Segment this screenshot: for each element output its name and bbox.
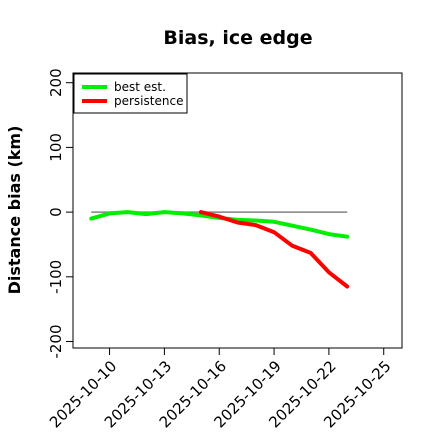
- y-tick-label: -200: [47, 325, 65, 359]
- y-axis-label: Distance bias (km): [5, 126, 24, 295]
- chart-title: Bias, ice edge: [163, 27, 312, 49]
- legend-label: best est.: [114, 80, 166, 94]
- legend-label: persistence: [114, 94, 183, 108]
- series-line-persistence: [198, 210, 350, 289]
- y-tick-label: 200: [47, 68, 65, 97]
- y-tick-label: -100: [47, 260, 65, 294]
- plot-frame: [72, 72, 403, 349]
- legend-box: [73, 73, 188, 114]
- plot-area: -200-10001002002025-10-102025-10-132025-…: [46, 68, 403, 431]
- y-tick-label: 100: [47, 133, 65, 162]
- y-tick-label: 0: [47, 207, 65, 217]
